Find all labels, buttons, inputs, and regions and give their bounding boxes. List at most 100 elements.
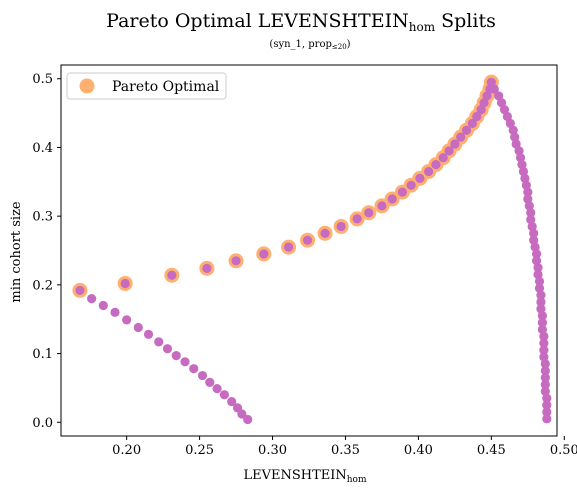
data-point [406,180,416,190]
data-point [243,414,253,425]
data-point [523,194,533,204]
x-tick-label: 0.20 [112,443,141,458]
data-point [205,377,215,388]
data-point [98,300,108,311]
data-point [482,91,492,101]
legend-label-pareto: Pareto Optimal [112,79,220,95]
data-point [352,214,362,224]
data-point [336,221,346,232]
data-point [539,331,549,341]
y-tick-label: 0.1 [32,347,53,362]
chart-title-subscript: hom [409,20,436,34]
data-point [531,256,542,266]
legend-box [66,72,227,100]
data-point [539,352,549,362]
x-axis-label: LEVENSHTEINhom [243,468,367,485]
y-tick-label: 0.0 [32,416,53,431]
data-point [502,111,512,122]
data-point [197,370,208,381]
x-tick-label: 0.45 [477,443,506,458]
x-tick-label: 0.35 [331,443,360,458]
data-point [515,153,526,163]
data-point [537,324,548,335]
data-point [533,263,543,273]
data-point [143,329,154,339]
data-point [75,285,85,295]
data-point [227,397,237,407]
data-point [526,214,536,225]
data-point [529,228,539,238]
data-point [259,249,269,259]
chart-subtitle-subscript: ≤20 [332,43,347,51]
data-point [424,166,434,177]
data-point [531,249,542,259]
chart-title: Pareto Optimal LEVENSHTEINhom Splits [106,10,496,34]
data-point [461,125,472,135]
data-point [120,278,130,289]
data-point [486,77,496,87]
data-point [534,276,545,287]
data-point [537,311,548,321]
y-tick-label: 0.3 [32,210,53,225]
data-point [110,307,120,317]
data-point [87,293,97,304]
chart-subtitle: (syn_1, prop≤20) [269,39,350,51]
data-point [219,390,229,400]
y-tick-label: 0.4 [32,141,53,156]
data-point [467,118,477,128]
data-point [536,304,546,314]
data-point [189,364,199,374]
y-axis-ticks: 0.0 0.1 0.2 0.3 0.4 0.5 [32,72,61,431]
data-point [320,228,330,238]
data-point [510,132,520,142]
chart-subtitle-main: (syn_1, prop [269,39,331,50]
data-point [537,318,548,328]
data-point [526,208,536,218]
data-point [171,351,181,361]
data-point [523,187,533,197]
data-point [524,201,534,211]
y-tick-label: 0.5 [32,72,53,87]
x-axis-label-subscript: hom [347,475,367,485]
x-axis-ticks: 0.20 0.25 0.30 0.35 0.40 0.45 0.50 [112,436,577,458]
legend: Pareto Optimal [66,72,227,100]
data-point [444,146,454,156]
data-point [476,105,486,115]
data-point [489,84,499,94]
data-point [496,98,507,108]
legend-marker-pareto [79,78,95,94]
data-point [540,359,550,369]
y-axis-label: min cohort size [9,201,24,303]
data-point [536,297,546,307]
data-point [180,357,190,367]
data-point [202,263,212,273]
data-point [527,221,537,232]
data-point [540,366,550,376]
data-point [518,166,529,177]
x-tick-label: 0.40 [404,443,433,458]
data-point [534,283,545,293]
chart-title-main: Pareto Optimal LEVENSHTEIN [106,10,409,32]
y-tick-label: 0.2 [32,278,53,293]
data-point [540,379,550,390]
data-point [505,118,515,128]
data-point [450,139,460,149]
data-point [167,270,177,280]
x-tick-label: 0.30 [258,443,287,458]
data-point [387,194,397,204]
data-point [542,414,552,424]
data-point [122,315,132,325]
data-point [364,208,374,218]
data-point [212,383,222,394]
data-point [540,386,550,396]
data-point [511,139,521,149]
data-point [377,201,387,211]
data-point [431,160,441,170]
data-point [499,105,510,115]
x-axis-label-main: LEVENSHTEIN [243,468,346,483]
data-point [517,160,527,170]
x-tick-label: 0.50 [550,443,577,458]
x-tick-label: 0.25 [185,443,214,458]
data-point [542,393,552,403]
